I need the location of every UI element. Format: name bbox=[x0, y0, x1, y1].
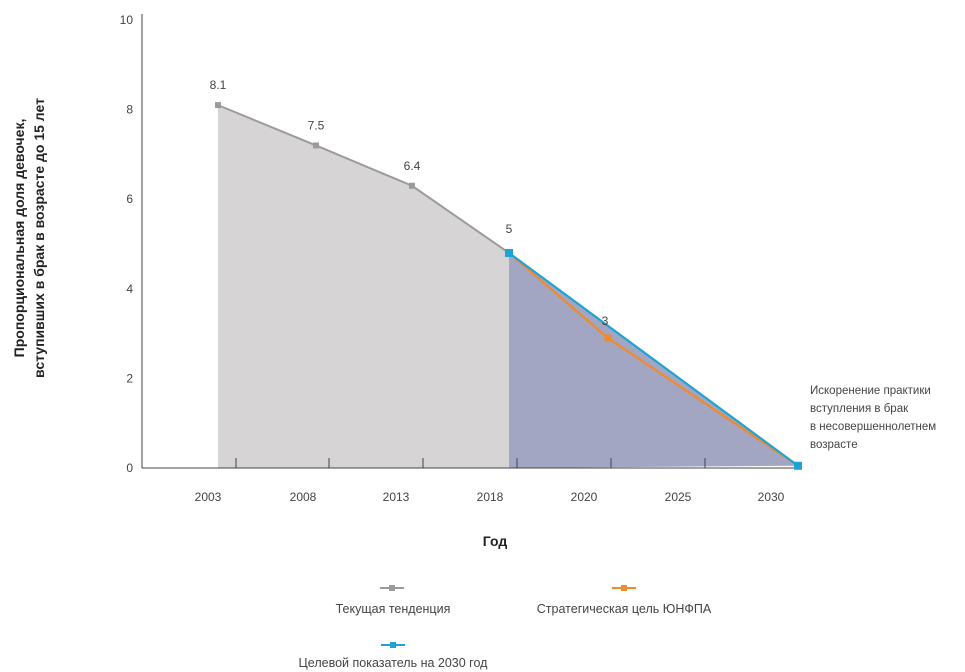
x-tick-label: 2018 bbox=[477, 490, 504, 504]
data-label: 7.5 bbox=[308, 118, 325, 132]
series-marker-0 bbox=[215, 102, 221, 109]
x-tick-label: 2013 bbox=[383, 490, 410, 504]
series-marker-2 bbox=[794, 461, 802, 470]
y-tick-labels: 0 2 4 6 8 10 bbox=[120, 13, 134, 475]
y-tick-label: 6 bbox=[126, 192, 133, 206]
series-marker-1 bbox=[604, 334, 612, 342]
y-axis-title-line1: Пропорциональная доля девочек, bbox=[11, 119, 27, 358]
legend: Текущая тенденция Стратегическая цель ЮН… bbox=[299, 585, 712, 670]
legend-item-unfpa-goal: Стратегическая цель ЮНФПА bbox=[537, 585, 712, 616]
y-axis-title: Пропорциональная доля девочек, вступивши… bbox=[11, 98, 47, 378]
x-tick-label: 2020 bbox=[571, 490, 598, 504]
annotation-line-2: вступления в брак bbox=[810, 403, 909, 415]
y-tick-label: 2 bbox=[126, 371, 133, 385]
series-line-2 bbox=[508, 252, 799, 467]
x-tick-label: 2003 bbox=[195, 490, 222, 504]
x-tick-label: 2030 bbox=[758, 490, 785, 504]
series-line-0 bbox=[217, 104, 510, 254]
annotation-line-1: Искоренение практики bbox=[810, 385, 931, 397]
legend-label-2030-target: Целевой показатель на 2030 год bbox=[299, 656, 489, 670]
x-axis-title: Год bbox=[483, 533, 508, 549]
y-axis-title-line2: вступивших в брак в возрасте до 15 лет bbox=[31, 98, 47, 378]
x-tick-label: 2025 bbox=[665, 490, 692, 504]
x-tick-labels: 2003 2008 2013 2018 2020 2025 2030 bbox=[195, 490, 785, 504]
series-marker-0 bbox=[313, 142, 319, 149]
chart-axes bbox=[141, 14, 800, 469]
legend-item-current-trend: Текущая тенденция bbox=[336, 585, 451, 616]
series-markers bbox=[215, 102, 802, 470]
area-current-trend bbox=[218, 105, 509, 469]
annotation: Искоренение практики вступления в брак в… bbox=[810, 385, 936, 451]
y-tick-label: 4 bbox=[126, 282, 133, 296]
legend-label-current-trend: Текущая тенденция bbox=[336, 602, 451, 616]
chart-areas bbox=[218, 105, 798, 469]
data-labels: 8.1 7.5 6.4 5 3 bbox=[210, 78, 609, 328]
series-marker-2 bbox=[505, 248, 513, 257]
y-tick-label: 8 bbox=[126, 103, 133, 117]
legend-swatch-marker bbox=[389, 585, 395, 591]
y-tick-label: 10 bbox=[120, 13, 134, 27]
legend-swatch-marker bbox=[390, 642, 396, 648]
legend-label-unfpa-goal: Стратегическая цель ЮНФПА bbox=[537, 602, 712, 616]
legend-swatch-marker bbox=[621, 585, 627, 591]
legend-item-2030-target: Целевой показатель на 2030 год bbox=[299, 642, 489, 670]
data-label: 6.4 bbox=[404, 159, 421, 173]
data-label: 5 bbox=[506, 222, 513, 236]
y-tick-label: 0 bbox=[126, 461, 133, 475]
data-label: 8.1 bbox=[210, 78, 227, 92]
x-tick-label: 2008 bbox=[290, 490, 317, 504]
annotation-line-3: в несовершеннолетнем bbox=[810, 421, 936, 433]
data-label: 3 bbox=[602, 314, 609, 328]
series-marker-0 bbox=[409, 182, 415, 189]
annotation-line-4: возрасте bbox=[810, 439, 858, 451]
